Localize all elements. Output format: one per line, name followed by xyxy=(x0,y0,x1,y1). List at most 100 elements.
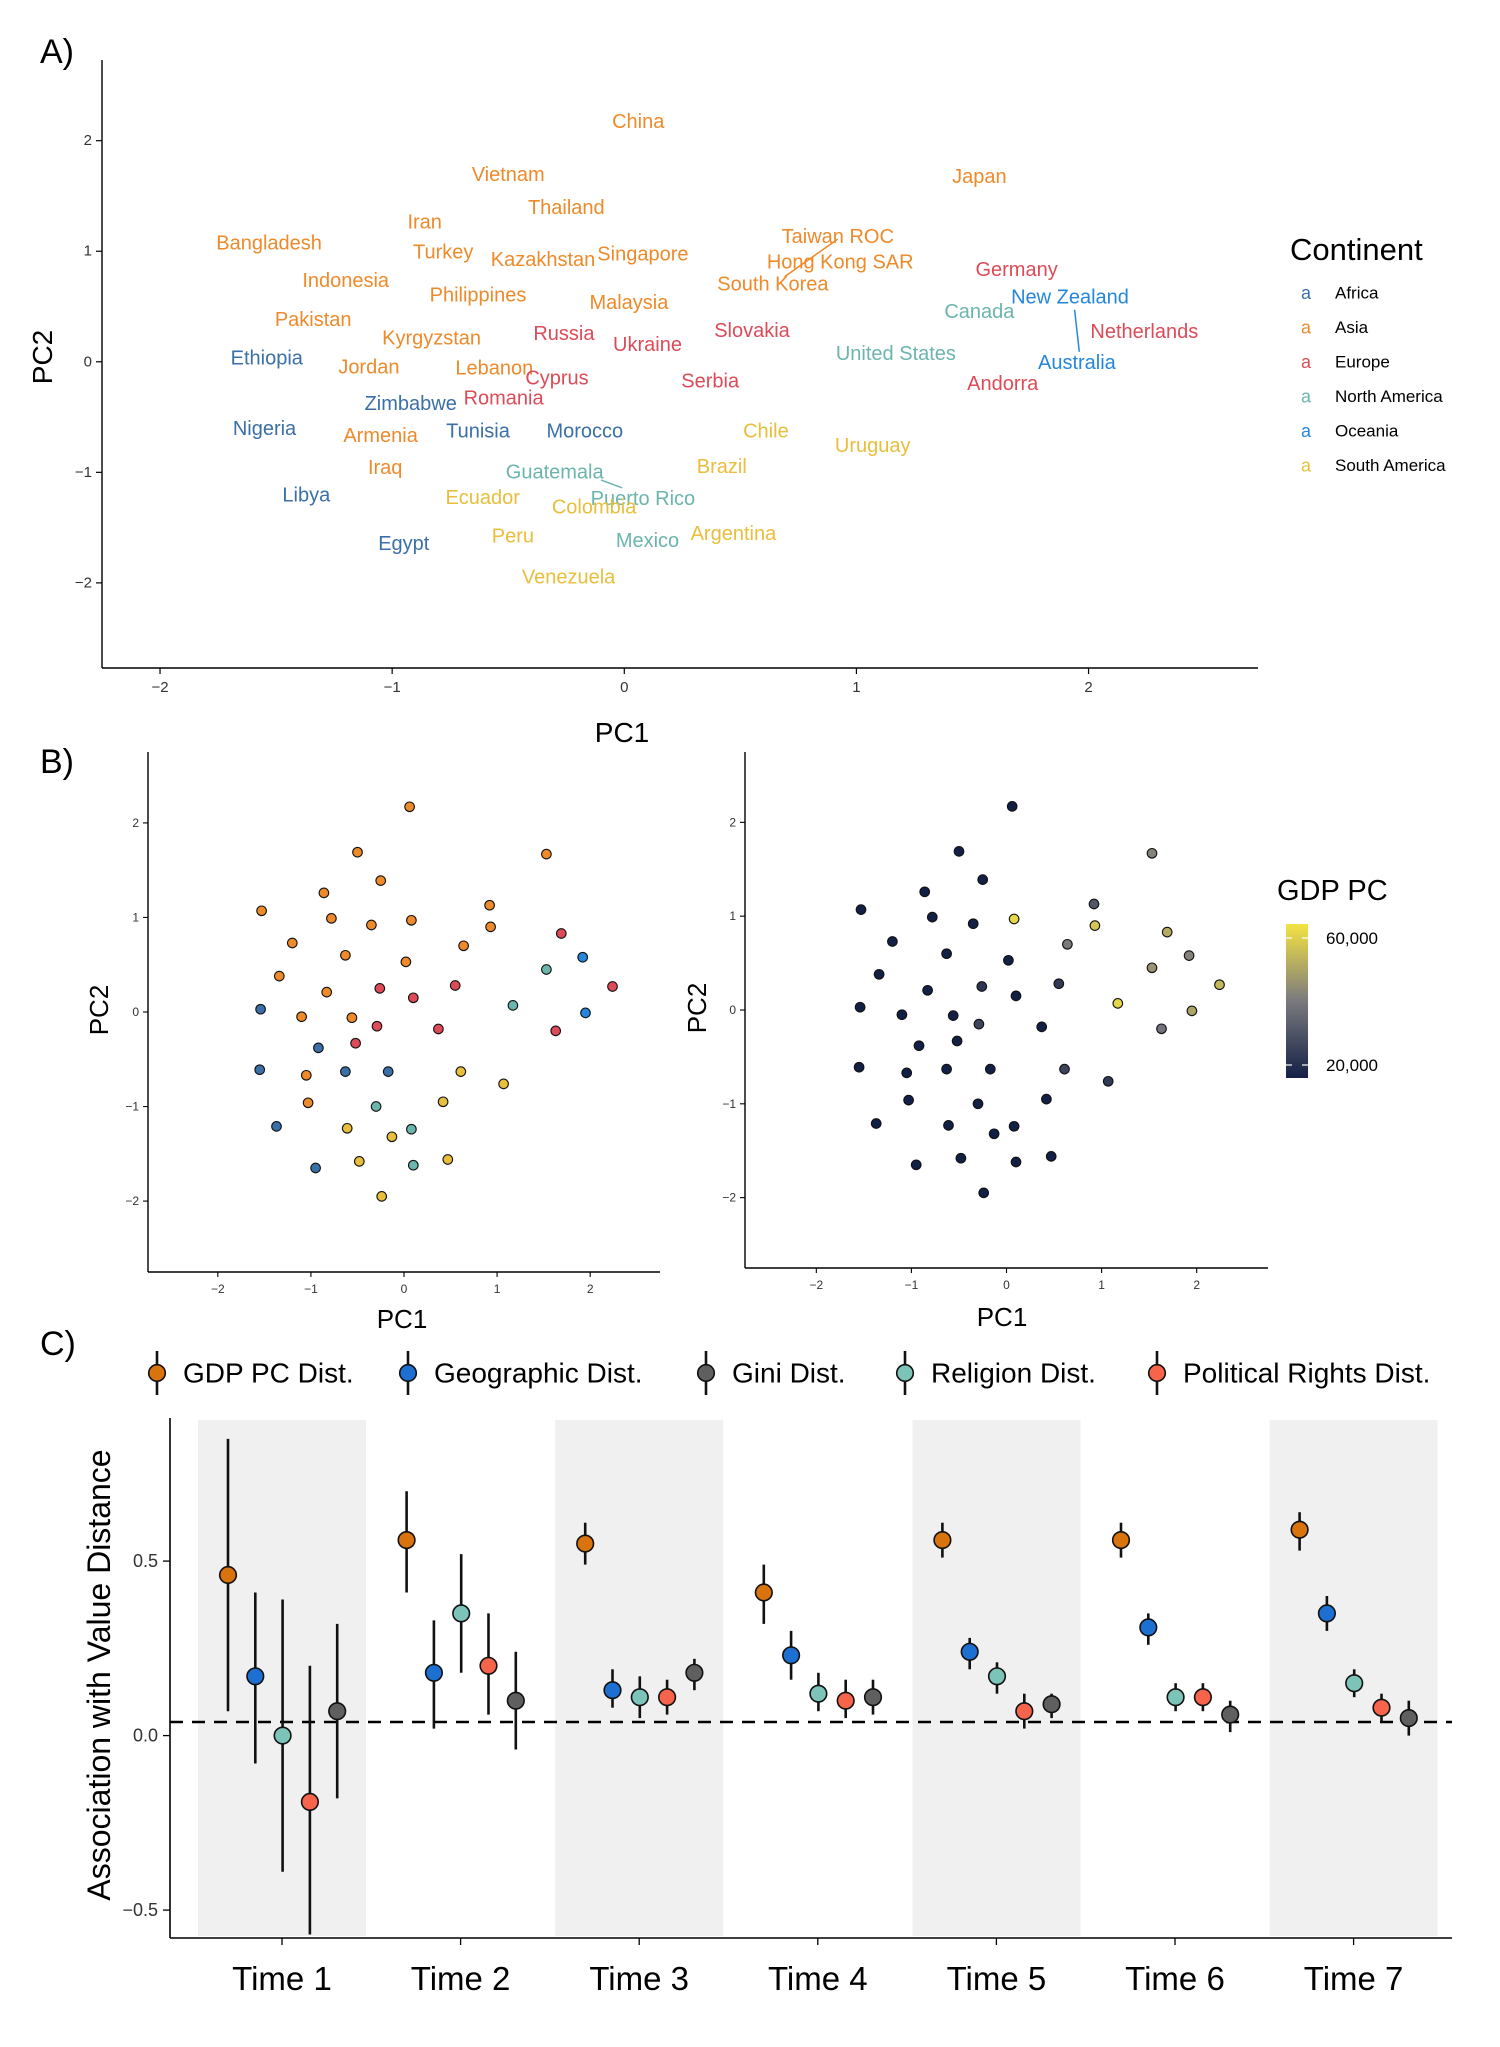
point-philippines xyxy=(340,949,351,961)
panel-a-chart: China Japan Vietnam Iran Thailand Taiwan ROC B… xyxy=(27,60,1446,748)
point-nigeria xyxy=(254,1064,266,1076)
point-taiwan-roc xyxy=(1088,898,1100,910)
estimate-time-7-geographic-dist xyxy=(1317,1604,1336,1623)
point-serbia xyxy=(433,1023,444,1035)
estimate-time-2-gini-dist xyxy=(506,1691,525,1710)
country-label-philippines: Philippines xyxy=(430,285,527,307)
country-label-malaysia: Malaysia xyxy=(589,292,669,314)
point-zimbabwe xyxy=(313,1042,324,1054)
gdp-legend-title: GDP PC xyxy=(1277,875,1388,907)
point-china xyxy=(404,801,415,813)
point-romania xyxy=(951,1035,963,1047)
point-iraq xyxy=(903,1094,914,1106)
panel-b-tag: B) xyxy=(40,743,74,781)
point-indonesia xyxy=(286,937,298,949)
point-singapore xyxy=(406,914,417,926)
point-russia xyxy=(976,981,988,992)
point-guatemala xyxy=(972,1098,984,1110)
point-colombia xyxy=(386,1131,398,1143)
estimate-time-3-religion-dist xyxy=(630,1688,649,1707)
legend-key-north-america: a xyxy=(1301,387,1312,407)
legend-label-political-rights-dist: Political Rights Dist. xyxy=(1183,1358,1430,1389)
country-label-guatemala: Guatemala xyxy=(506,461,605,483)
legend-key-africa: a xyxy=(1301,283,1312,303)
point-malaysia xyxy=(400,956,412,968)
point-bangladesh xyxy=(855,904,867,915)
point-canada xyxy=(1146,962,1158,974)
point-mexico xyxy=(1010,1156,1022,1168)
panel-a-country-labels: China Japan Vietnam Iran Thailand Taiwan ROC B… xyxy=(216,111,1198,589)
point-argentina xyxy=(442,1154,454,1165)
y-tick-label: 0 xyxy=(729,1003,736,1017)
point-romania xyxy=(350,1037,361,1049)
gdp-colorbar-legend: GDP PC 60,000 20,000 xyxy=(1277,875,1388,1078)
legend-label-africa: Africa xyxy=(1335,284,1379,303)
point-iraq xyxy=(302,1097,314,1109)
point-zimbabwe xyxy=(913,1040,925,1052)
point-cyprus xyxy=(973,1018,985,1030)
country-label-zimbabwe: Zimbabwe xyxy=(365,393,457,415)
estimate-time-6-political-rights-dist xyxy=(1193,1688,1212,1707)
estimate-time-7-religion-dist xyxy=(1345,1674,1364,1693)
point-russia xyxy=(374,983,386,994)
country-label-thailand: Thailand xyxy=(528,197,605,219)
point-puerto-rico xyxy=(406,1123,417,1135)
leader-line xyxy=(1073,309,1081,352)
x-tick-label: −1 xyxy=(905,1278,919,1292)
estimate-time-6-gini-dist xyxy=(1221,1705,1240,1724)
legend-key-political-rights-dist xyxy=(1147,1363,1167,1383)
legend-label-europe: Europe xyxy=(1335,353,1390,372)
country-label-south-korea: South Korea xyxy=(717,273,829,295)
country-label-iraq: Iraq xyxy=(368,457,402,479)
estimate-time-5-gdp-pc-dist xyxy=(933,1530,952,1550)
point-south-korea xyxy=(1062,938,1073,950)
country-label-new-zealand: New Zealand xyxy=(1011,287,1129,309)
country-label-libya: Libya xyxy=(282,485,331,507)
y-tick-label: 2 xyxy=(84,132,92,149)
continent-legend-title: Continent xyxy=(1290,232,1423,267)
estimate-time-4-gdp-pc-dist xyxy=(754,1583,773,1602)
point-new-zealand xyxy=(1183,950,1195,961)
country-label-venezuela: Venezuela xyxy=(522,566,616,588)
point-armenia xyxy=(300,1069,312,1081)
legend-key-gdp-pc-dist xyxy=(147,1363,167,1383)
x-tick-label: 0 xyxy=(1003,1278,1010,1292)
country-label-iran: Iran xyxy=(407,212,441,234)
x-tick-label: −1 xyxy=(304,1282,318,1296)
estimate-time-7-political-rights-dist xyxy=(1372,1698,1391,1717)
estimate-time-3-gini-dist xyxy=(685,1663,704,1682)
country-label-united-states: United States xyxy=(836,343,956,365)
y-tick-label: 0.0 xyxy=(133,1726,158,1746)
point-venezuela xyxy=(376,1191,388,1202)
country-label-argentina: Argentina xyxy=(691,523,777,545)
point-kazakhstan xyxy=(366,919,377,931)
point-turkey xyxy=(326,913,337,924)
continent-legend: Continent a Africa a Asia a Europe a North Amer… xyxy=(1290,232,1446,476)
point-armenia xyxy=(901,1067,913,1079)
point-jordan xyxy=(296,1011,307,1023)
panel-a-x-axis-label: PC1 xyxy=(595,717,649,748)
panel-b-left-chart: −2 −1 0 1 2 −2 −1 0 1 2 PC1 PC2 xyxy=(84,752,660,1334)
point-jordan xyxy=(896,1009,908,1021)
country-label-australia: Australia xyxy=(1038,352,1117,374)
point-germany xyxy=(1161,926,1173,938)
x-tick-label: 1 xyxy=(494,1282,501,1296)
y-tick-label: −0.5 xyxy=(122,1900,158,1920)
leader-line xyxy=(600,479,623,489)
legend-label-north-america: North America xyxy=(1335,387,1443,406)
estimate-time-1-religion-dist xyxy=(273,1726,292,1745)
y-tick-label: 2 xyxy=(729,815,736,829)
category-label-time-2: Time 2 xyxy=(411,1960,511,1997)
point-kazakhstan xyxy=(967,918,979,930)
gdp-colorbar-high-label: 60,000 xyxy=(1326,929,1378,948)
estimate-time-3-geographic-dist xyxy=(603,1681,622,1700)
x-tick-label: 1 xyxy=(852,679,860,696)
point-netherlands xyxy=(607,981,618,992)
estimate-time-6-religion-dist xyxy=(1166,1688,1185,1707)
country-label-japan: Japan xyxy=(952,166,1007,188)
point-libya xyxy=(870,1118,882,1129)
point-serbia xyxy=(1036,1021,1048,1033)
estimate-time-2-geographic-dist xyxy=(424,1663,444,1682)
estimate-time-2-religion-dist xyxy=(452,1604,471,1623)
